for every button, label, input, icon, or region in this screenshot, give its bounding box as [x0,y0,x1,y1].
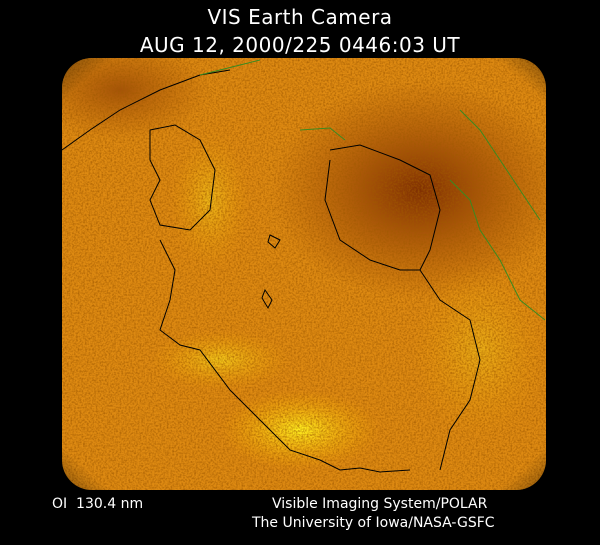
earth-image [62,58,546,490]
coastlines [62,69,481,473]
title: VIS Earth Camera [207,5,392,29]
timestamp: AUG 12, 2000/225 0446:03 UT [140,33,461,57]
instrument-credit: Visible Imaging System/POLAR [272,496,488,512]
filter-label: OI 130.4 nm [52,496,143,512]
institution-credit: The University of Iowa/NASA-GSFC [251,515,495,531]
borders [199,59,546,321]
